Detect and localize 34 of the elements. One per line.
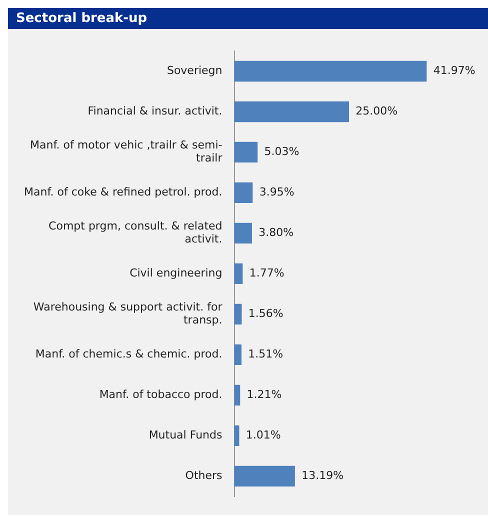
bar bbox=[234, 466, 295, 486]
y-tick-label: Financial & insur. activit. bbox=[88, 104, 222, 118]
data-label: 1.21% bbox=[246, 388, 282, 402]
data-label: 1.77% bbox=[249, 266, 284, 280]
text: Sectoral break-up bbox=[8, 8, 488, 29]
data-label: 13.19% bbox=[302, 469, 344, 482]
y-tick-label: Manf. of coke & refined petrol. prod. bbox=[24, 186, 222, 199]
bar bbox=[234, 425, 240, 446]
bar bbox=[234, 182, 253, 204]
y-tick-label: Manf. of chemic.s & chemic. prod. bbox=[35, 348, 222, 361]
data-label: 5.03% bbox=[264, 145, 300, 158]
data-label: 3.80% bbox=[258, 226, 294, 240]
y-tick-label: Civil engineering bbox=[130, 266, 222, 280]
bar bbox=[234, 142, 258, 163]
bar bbox=[234, 222, 252, 244]
y-tick-label: Others bbox=[185, 469, 223, 482]
bar bbox=[234, 263, 243, 284]
y-tick-label: Manf. of motor vehic ,trailr & semi-trailr bbox=[30, 138, 223, 165]
y-tick-label: Manf. of tobacco prod. bbox=[99, 388, 222, 402]
bar bbox=[234, 60, 427, 82]
y-tick-label: Compt prgm, consult. & related activit. bbox=[48, 219, 222, 246]
bar bbox=[234, 344, 242, 366]
y-tick-label: Warehousing & support activit. for transp. bbox=[33, 300, 223, 327]
data-label: 1.01% bbox=[246, 428, 281, 442]
data-label: 25.00% bbox=[356, 104, 398, 118]
data-label: 41.97% bbox=[433, 64, 476, 78]
bar bbox=[234, 304, 242, 325]
y-tick-label: Mutual Funds bbox=[148, 428, 223, 442]
y-tick-label: Soveriegn bbox=[166, 64, 222, 78]
data-label: 3.95% bbox=[259, 186, 294, 199]
data-label: 1.56% bbox=[248, 307, 284, 320]
bar bbox=[234, 101, 350, 122]
data-label: 1.51% bbox=[248, 348, 284, 361]
bar bbox=[234, 384, 240, 406]
